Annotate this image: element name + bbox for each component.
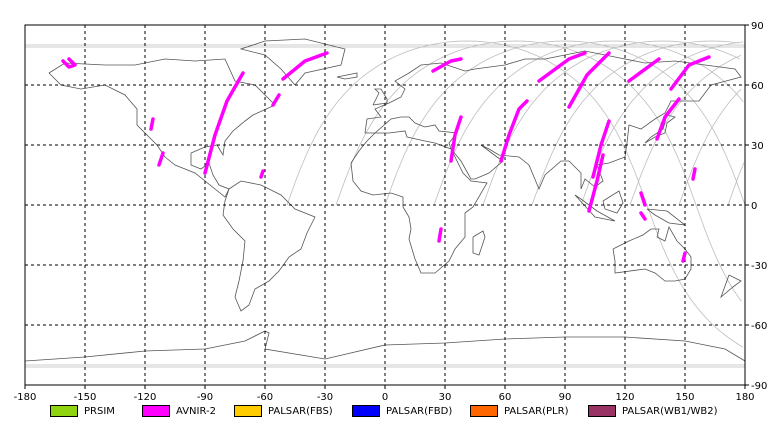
x-tick-label: 150 xyxy=(675,392,694,400)
orbit-track xyxy=(286,40,744,348)
coastline xyxy=(222,180,316,312)
coastline xyxy=(48,58,276,198)
legend-label: PALSAR(FBD) xyxy=(386,405,453,417)
legend-item-palsar-wb: PALSAR(WB1/WB2) xyxy=(588,401,718,421)
legend-item-avnir2: AVNIR-2 xyxy=(142,401,216,421)
coastline xyxy=(646,208,687,226)
y-tick-label: -60 xyxy=(751,321,767,332)
orbit-track xyxy=(384,40,746,206)
legend-label: AVNIR-2 xyxy=(176,405,216,417)
legend-label: PALSAR(FBS) xyxy=(268,405,333,417)
coastlines xyxy=(24,38,746,362)
coastline xyxy=(350,130,488,274)
scene-strip xyxy=(281,51,329,81)
scene-strip xyxy=(499,99,529,163)
orbit-tracks xyxy=(25,40,746,368)
legend-swatch xyxy=(588,405,616,417)
coastline xyxy=(574,194,616,222)
y-tick-label: -90 xyxy=(751,381,767,392)
x-tick-label: -120 xyxy=(134,392,157,400)
scene-strip xyxy=(639,191,647,207)
scene-strip xyxy=(587,153,605,213)
coastline xyxy=(24,330,746,362)
legend-item-palsar-fbs: PALSAR(FBS) xyxy=(234,401,333,421)
scene-strip xyxy=(437,227,443,243)
scene-strip xyxy=(627,57,661,83)
x-tick-label: 120 xyxy=(615,392,634,400)
orbit-track xyxy=(678,88,742,206)
x-tick-label: -60 xyxy=(257,392,273,400)
coastline xyxy=(612,225,692,282)
orbit-track xyxy=(727,162,745,206)
scene-strip xyxy=(681,251,687,263)
legend-swatch xyxy=(142,405,170,417)
legend-swatch xyxy=(352,405,380,417)
coastline xyxy=(602,190,624,214)
scene-strip xyxy=(61,57,77,69)
legend-label: PALSAR(PLR) xyxy=(504,405,569,417)
x-tick-label: 30 xyxy=(439,392,452,400)
y-tick-label: 60 xyxy=(751,81,764,92)
x-tick-label: 0 xyxy=(382,392,388,400)
coastline xyxy=(472,230,486,256)
x-tick-label: -180 xyxy=(14,392,37,400)
world-map-chart: -180 -150 -120 -90 -60 -30 0 30 60 90 120 150 180 90… xyxy=(14,21,768,400)
scene-strip xyxy=(691,167,697,181)
scene-strips xyxy=(61,51,711,263)
scene-strip xyxy=(149,117,155,131)
scene-strip xyxy=(449,115,463,163)
scene-strip xyxy=(271,93,281,107)
y-tick-label: -30 xyxy=(751,261,767,272)
legend: PRSIM AVNIR-2 PALSAR(FBS) PALSAR(FBD) PA… xyxy=(0,401,770,421)
scene-strip xyxy=(655,97,681,141)
legend-label: PALSAR(WB1/WB2) xyxy=(622,405,718,417)
orbit-track xyxy=(335,40,742,302)
y-axis-ticks: 90 60 30 0 -30 -60 -90 xyxy=(745,21,767,392)
legend-item-palsar-fbd: PALSAR(FBD) xyxy=(352,401,452,421)
orbit-track xyxy=(433,40,744,206)
x-tick-label: 90 xyxy=(559,392,572,400)
x-tick-label: 60 xyxy=(499,392,512,400)
legend-item-palsar-plr: PALSAR(PLR) xyxy=(470,401,568,421)
coastline xyxy=(720,274,742,299)
scene-strip xyxy=(157,151,165,167)
scene-strip xyxy=(639,211,647,221)
orbit-track xyxy=(629,54,742,206)
orbit-track xyxy=(531,40,739,206)
x-tick-label: -90 xyxy=(197,392,213,400)
x-axis-ticks: -180 -150 -120 -90 -60 -30 0 30 60 90 120 150 180 xyxy=(14,385,755,400)
coastline xyxy=(364,50,742,191)
x-tick-label: -150 xyxy=(74,392,97,400)
coastline xyxy=(372,88,388,106)
x-tick-label: -30 xyxy=(317,392,333,400)
y-tick-label: 0 xyxy=(751,201,757,212)
scene-strip xyxy=(591,119,611,179)
scene-strip xyxy=(567,51,611,109)
y-tick-label: 90 xyxy=(751,21,764,32)
scene-strip xyxy=(431,57,463,73)
graticule xyxy=(25,25,745,385)
x-tick-label: 180 xyxy=(735,392,754,400)
legend-swatch xyxy=(50,405,78,417)
scene-strip xyxy=(537,51,587,83)
coastline xyxy=(336,72,358,80)
scene-strip xyxy=(669,55,711,91)
legend-swatch xyxy=(470,405,498,417)
coastline xyxy=(239,38,346,86)
legend-item-prism: PRSIM xyxy=(50,401,115,421)
scene-strip xyxy=(259,169,265,179)
scene-strip xyxy=(203,71,245,175)
y-tick-label: 30 xyxy=(751,141,764,152)
legend-label: PRSIM xyxy=(84,405,115,417)
legend-swatch xyxy=(234,405,262,417)
